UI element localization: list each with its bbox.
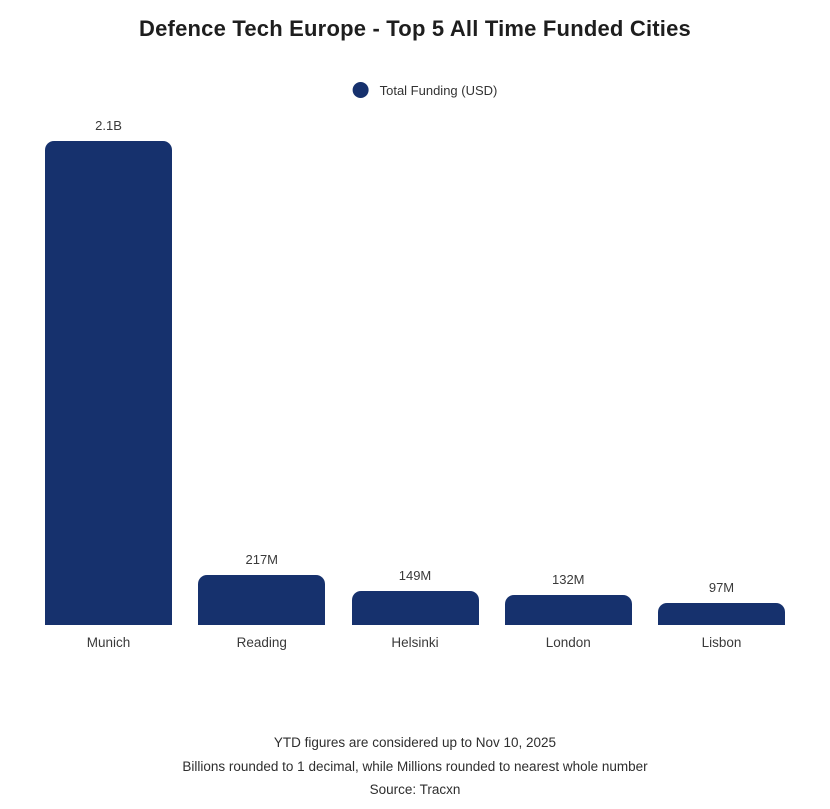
bar-value-label: 132M (551, 572, 585, 587)
bar (504, 595, 632, 625)
x-axis-tick-label: London (545, 635, 591, 650)
bar-chart-plot-area: 2.1B Munich 217M Reading 149M Helsinki 132M Lon… (32, 119, 798, 650)
bar-group: 97M Lisbon (645, 580, 798, 650)
bar-value-label: 149M (398, 568, 432, 583)
x-axis-tick-label: Lisbon (701, 635, 742, 650)
footnote: YTD figures are considered up to Nov 10,… (0, 731, 830, 802)
legend-label: Total Funding (USD) (379, 82, 498, 98)
x-axis-tick-label: Reading (236, 635, 287, 650)
x-axis-tick-label: Helsinki (391, 635, 439, 650)
x-axis-tick-label: Munich (86, 635, 131, 650)
bar-group: 2.1B Munich (32, 118, 185, 650)
bar-value-label: 2.1B (95, 118, 122, 133)
legend: Total Funding (USD) (352, 82, 498, 98)
footnote-line-3: Source: Tracxn (369, 782, 461, 797)
bar (351, 591, 479, 625)
bar-group: 217M Reading (185, 552, 338, 650)
page-title: Defence Tech Europe - Top 5 All Time Fun… (139, 16, 691, 41)
footnote-line-1: YTD figures are considered up to Nov 10,… (273, 735, 557, 750)
bar-value-label: 217M (245, 552, 279, 567)
bar (658, 603, 785, 625)
bar-group: 149M Helsinki (339, 568, 492, 650)
bar (45, 141, 172, 625)
legend-swatch-icon (352, 82, 369, 98)
footnote-line-2: Billions rounded to 1 decimal, while Mil… (182, 758, 648, 774)
bar-value-label: 97M (708, 580, 735, 595)
bar (198, 575, 326, 625)
bar-group: 132M London (492, 572, 645, 650)
